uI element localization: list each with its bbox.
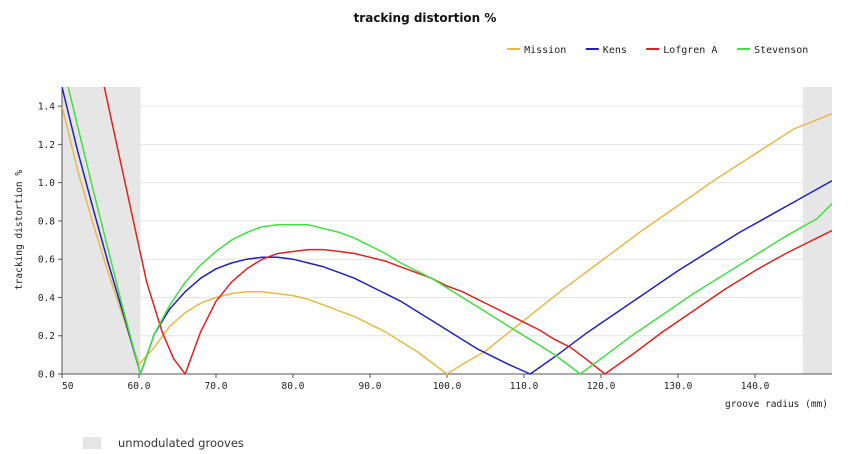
series-line-lofgren-a [103,87,832,375]
legend-label-mission: Mission [524,45,566,56]
y-tick-label-3: 0.6 [38,255,55,266]
x-tick-label-2: 70.0 [205,381,228,392]
grid-lines [62,105,832,337]
x-axis-label: groove radius (mm) [725,399,828,410]
y-tick-label-6: 1.2 [38,140,55,151]
y-tick-label-5: 1.0 [38,178,55,189]
x-tick-labels: 50 60.0 70.0 80.0 90.0 100.0 110.0 120.0 130.0 14… [62,381,770,392]
x-tick-label-0: 50 [62,381,74,392]
x-tick-label-7: 120.0 [587,381,616,392]
shaded-legend-swatch [83,437,101,449]
series-line-stevenson [67,87,832,375]
series-line-mission [62,105,832,375]
axes [58,87,832,378]
x-tick-label-3: 80.0 [282,381,305,392]
x-tick-label-4: 90.0 [359,381,382,392]
x-tick-label-1: 60.0 [128,381,151,392]
x-tick-label-5: 100.0 [433,381,462,392]
legend-label-kens: Kens [603,45,627,56]
y-axis-label: tracking distortion % [14,170,25,290]
y-tick-label-0: 0.0 [38,370,55,381]
shaded-legend-label: unmodulated grooves [118,436,244,450]
y-tick-label-1: 0.2 [38,331,55,342]
y-tick-labels: 0.0 0.2 0.4 0.6 0.8 1.0 1.2 1.4 [38,102,55,381]
y-tick-label-7: 1.4 [38,102,55,113]
legend-label-stevenson: Stevenson [754,45,808,56]
legend: Mission Kens Lofgren A Stevenson [507,45,808,56]
y-tick-label-2: 0.4 [38,293,55,304]
legend-label-lofgren-a: Lofgren A [663,45,717,56]
series-line-kens [62,87,832,375]
shaded-regions [62,87,832,374]
x-tick-label-9: 140.0 [741,381,770,392]
y-tick-label-4: 0.8 [38,216,55,227]
x-tick-label-6: 110.0 [510,381,539,392]
x-tick-label-8: 130.0 [664,381,693,392]
shaded-region-1 [802,87,832,374]
chart-title: tracking distortion % [354,11,497,25]
series-lines [62,87,832,375]
